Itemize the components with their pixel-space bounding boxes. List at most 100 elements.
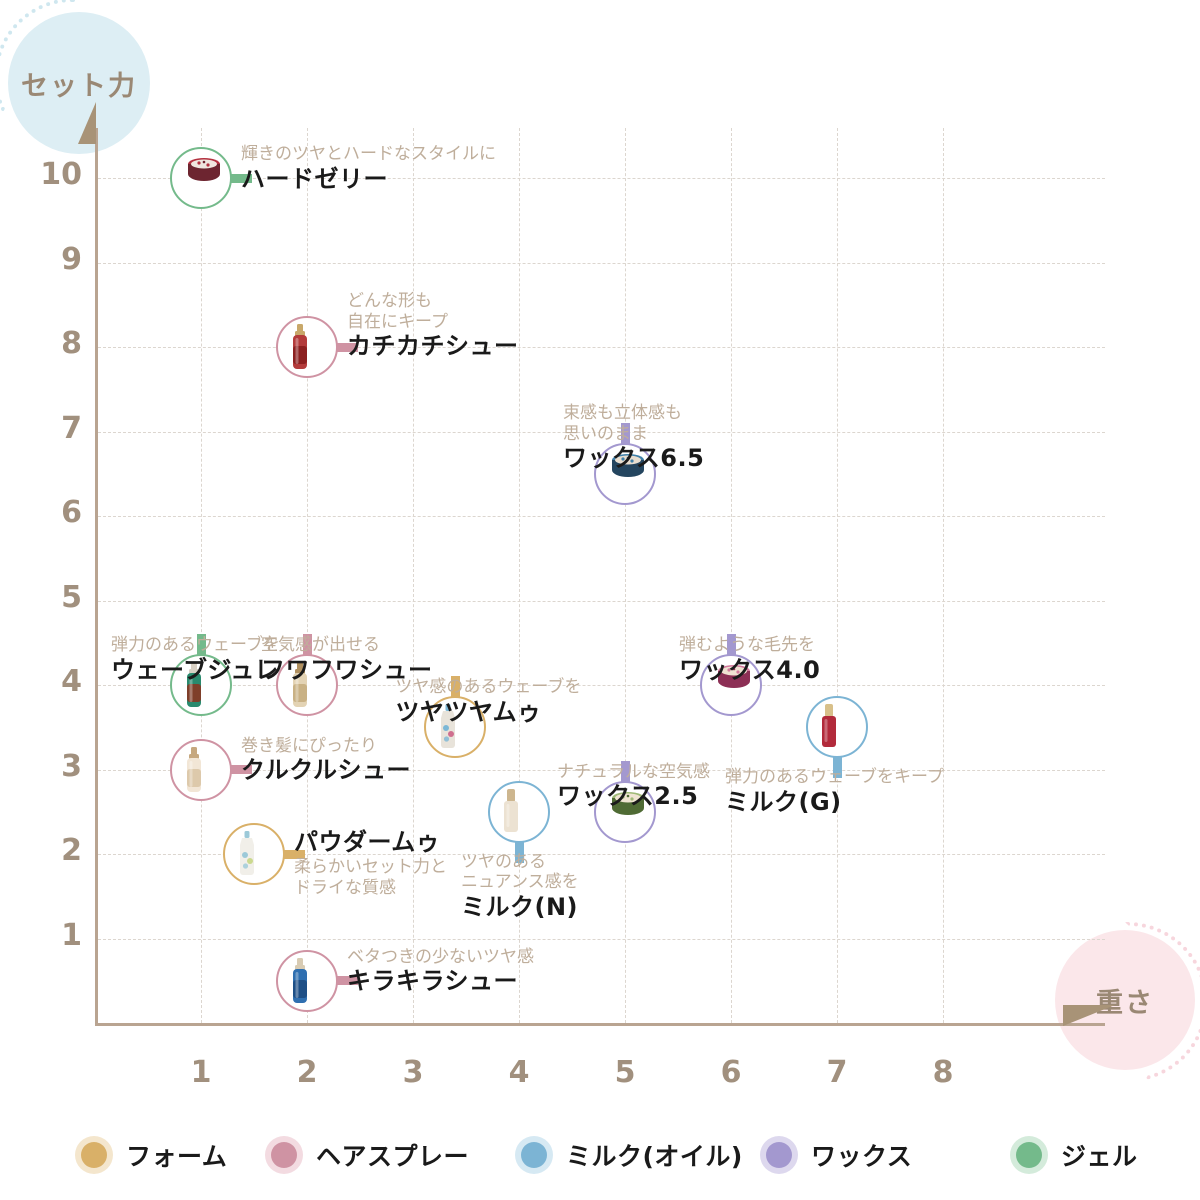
gridline-vertical [201,128,202,1023]
product-image-icon [502,788,536,835]
data-point-kurukuru[interactable]: 巻き髪にぴったり クルクルシュー [170,736,411,801]
data-point-description: 弾力のあるウェーブをキープ [725,767,944,788]
data-point-label: 空気感が出せる フワフワシュー [261,635,433,685]
data-point-marker[interactable] [424,676,487,759]
legend-color-swatch [265,1136,303,1174]
data-point-name: ミルク(G) [725,787,842,816]
data-point-wax65[interactable]: 束感も立体感も 思いのまま ワックス6.5 [563,403,704,505]
data-point-label: ツヤのある ニュアンス感を ミルク(N) [461,852,579,923]
legend-dot-icon [81,1142,107,1168]
gridline-horizontal [98,685,1105,686]
product-image-icon [714,662,750,708]
legend-item-0[interactable]: フォーム [75,1136,227,1174]
data-point-description: ナチュラルな空気感 [557,762,710,783]
x-tick-label: 2 [296,1055,318,1090]
data-point-description: 輝きのツヤとハードなスタイルに [241,144,496,165]
legend-item-3[interactable]: ワックス [760,1136,912,1174]
legend-label: ジェル [1061,1142,1138,1171]
data-point-wax25[interactable]: ナチュラルな空気感 ワックス2.5 [557,760,710,843]
data-point-description-line: 自在にキープ [347,311,448,332]
legend-color-swatch [1010,1136,1048,1174]
data-point-name: クルクルシュー [241,756,412,785]
data-point-description: 空気感が出せる [261,635,433,656]
data-point-name: ハードゼリー [241,164,388,193]
connector-stub [450,676,460,699]
legend-item-4[interactable]: ジェル [1010,1136,1138,1174]
data-point-name: ワックス4.0 [679,655,821,684]
x-axis-arrow-icon [1063,1005,1115,1026]
data-point-marker[interactable] [700,634,762,716]
legend-label: ワックス [811,1142,913,1171]
data-point-label: 弾むような毛先を ワックス4.0 [679,635,820,685]
data-point-marker[interactable] [276,949,358,1012]
product-image-icon [237,831,271,877]
data-point-marker[interactable] [276,634,338,716]
y-tick-label: 8 [61,326,82,361]
data-point-kachikachi[interactable]: どんな形も 自在にキープ カチカチシュー [276,291,518,378]
data-point-powder-mu[interactable]: パウダームゥ 柔らかいセット力と ドライな質感 [223,823,447,898]
y-tick-label: 3 [61,748,82,784]
data-point-marker[interactable] [594,422,656,505]
legend-item-1[interactable]: ヘアスプレー [265,1136,469,1174]
legend-label: ミルク(オイル) [566,1142,743,1171]
data-point-name: フワフワシュー [261,655,433,684]
legend-item-2[interactable]: ミルク(オイル) [515,1136,743,1174]
data-point-label: 弾力のあるウェーブを ウェーブジュレ [111,635,280,685]
data-point-hard-jelly[interactable]: 輝きのツヤとハードなスタイルに ハードゼリー [170,144,496,209]
data-point-wave-jelly[interactable]: 弾力のあるウェーブを ウェーブジュレ [111,634,280,716]
data-point-marker[interactable] [488,780,550,863]
x-tick-label: 5 [614,1055,636,1090]
gridline-horizontal [98,938,1105,940]
product-image-icon [820,704,854,750]
data-point-description: ベタつきの少ないツヤ感 [347,947,534,968]
data-point-name: パウダームゥ [294,828,441,856]
data-point-marker[interactable] [170,147,252,209]
data-point-name: キラキラシュー [347,967,519,996]
legend-dot-icon [271,1142,297,1168]
gridline-vertical [625,128,626,1023]
product-image-icon [438,704,472,750]
data-point-milk-n[interactable]: ツヤのある ニュアンス感を ミルク(N) [461,780,579,921]
data-point-kirakira[interactable]: ベタつきの少ないツヤ感 キラキラシュー [276,947,534,1012]
gridline-vertical [519,128,520,1023]
data-point-description-line: ニュアンス感を [461,872,579,893]
y-tick-label: 7 [61,410,82,446]
data-point-description: ツヤのある ニュアンス感を [461,852,579,893]
data-point-description-line: 輝きのツヤとハードなスタイルに [241,144,496,164]
y-tick-label: 5 [61,579,82,615]
product-image-icon [184,662,218,708]
data-point-name: ツヤツヤムゥ [395,697,542,726]
legend-dot-icon [766,1142,792,1168]
y-tick-label: 4 [61,664,82,699]
data-point-wax40[interactable]: 弾むような毛先を ワックス4.0 [679,634,820,716]
data-point-description-line: 空気感が出せる [261,635,380,655]
gridline-horizontal [98,769,1105,771]
data-point-fuwafuwa[interactable]: 空気感が出せる フワフワシュー [261,634,432,716]
data-point-description-line: ドライな質感 [294,878,396,898]
data-point-milk-g[interactable]: 弾力のあるウェーブをキープ ミルク(G) [725,696,944,816]
gridline-horizontal [98,854,1105,855]
data-point-tsuyatsuya[interactable]: ツヤ感のあるウェーブを ツヤツヤムゥ [395,676,581,759]
data-point-label: 輝きのツヤとハードなスタイルに ハードゼリー [241,144,496,194]
data-point-label: ナチュラルな空気感 ワックス2.5 [557,762,710,812]
y-tick-label: 6 [61,495,82,530]
data-point-marker[interactable] [223,823,305,885]
data-point-marker[interactable] [170,738,252,801]
data-point-marker[interactable] [170,634,232,716]
legend: フォーム ヘアスプレー ミルク(オイル) ワックス ジェル [0,1125,1200,1185]
gridline-horizontal [98,347,1105,348]
data-point-description-line: 弾力のあるウェーブを [111,635,280,655]
data-point-name: ワックス6.5 [563,444,705,473]
y-tick-label: 1 [61,917,82,953]
product-image-icon [608,789,644,835]
x-axis-line [95,1023,1105,1026]
data-point-marker[interactable] [276,316,358,378]
connector-stub [230,173,252,183]
legend-dot-icon [1016,1142,1042,1168]
product-image-icon [608,451,644,497]
data-point-marker[interactable] [806,696,868,779]
connector-stub [832,756,842,779]
x-tick-label: 6 [720,1055,742,1090]
data-point-marker[interactable] [594,760,656,843]
